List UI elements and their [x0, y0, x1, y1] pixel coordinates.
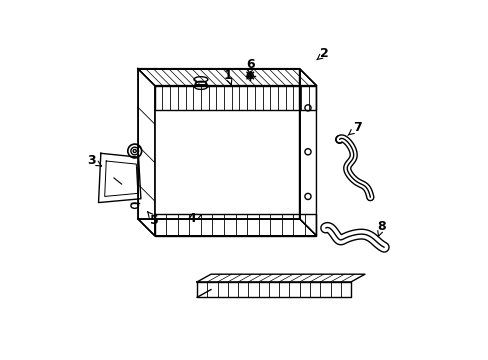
Text: 2: 2 [316, 48, 328, 60]
Text: 1: 1 [223, 69, 232, 85]
Text: 5: 5 [147, 212, 159, 227]
Text: 8: 8 [377, 220, 386, 236]
Text: 7: 7 [347, 121, 361, 135]
Circle shape [248, 74, 251, 77]
Text: 6: 6 [245, 58, 254, 75]
Text: 4: 4 [187, 212, 201, 225]
Text: 3: 3 [87, 154, 101, 167]
